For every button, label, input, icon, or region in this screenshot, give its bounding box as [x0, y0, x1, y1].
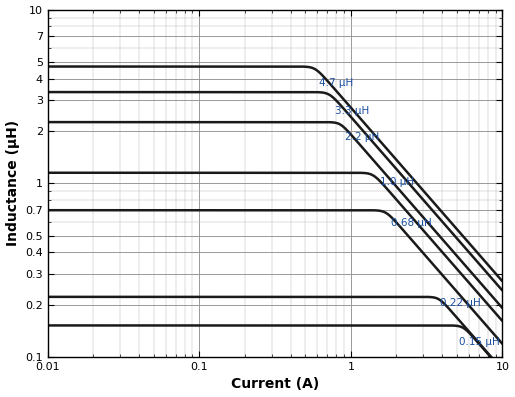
Y-axis label: Inductance (μH): Inductance (μH)	[6, 120, 20, 247]
Text: 4.7 μH: 4.7 μH	[319, 77, 354, 88]
X-axis label: Current (A): Current (A)	[231, 378, 319, 391]
Text: 0.68 μH: 0.68 μH	[391, 218, 432, 228]
Text: 0.15 μH: 0.15 μH	[459, 337, 500, 347]
Text: 3.3 μH: 3.3 μH	[335, 106, 369, 116]
Text: 0.22 μH: 0.22 μH	[440, 298, 481, 308]
Text: 2.2 μH: 2.2 μH	[346, 132, 380, 142]
Text: 1.0 μH: 1.0 μH	[380, 177, 414, 187]
